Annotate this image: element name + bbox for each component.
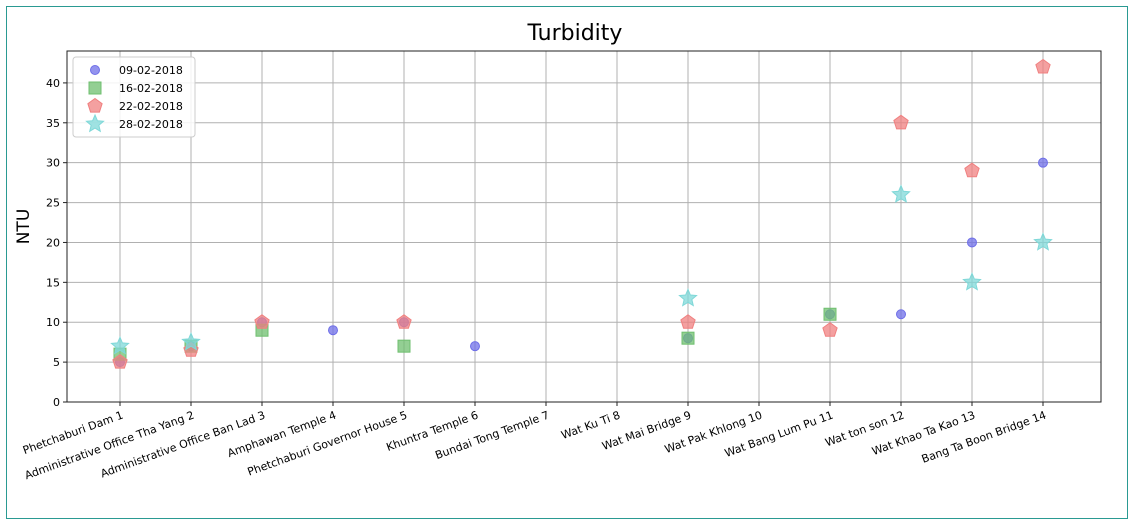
series-22-02-2018 (112, 58, 1051, 369)
legend-pentagon-marker (87, 97, 103, 113)
legend-label: 22-02-2018 (119, 100, 183, 113)
y-tick-label: 0 (53, 396, 60, 409)
legend-label: 28-02-2018 (119, 118, 183, 131)
pentagon-marker (1035, 58, 1051, 74)
legend-label: 09-02-2018 (119, 64, 183, 77)
series-28-02-2018 (110, 184, 1053, 355)
pentagon-marker (396, 314, 412, 329)
square-marker (397, 339, 411, 353)
data-points (110, 58, 1053, 369)
legend: 09-02-2018 16-02-2018 22-02-2018 28-02-2018 (72, 56, 196, 138)
square-marker (681, 331, 695, 345)
legend-square-marker (88, 81, 102, 95)
y-tick-label: 35 (46, 117, 60, 130)
square-marker (823, 307, 837, 321)
star-marker (962, 272, 982, 291)
grid-lines (67, 51, 1101, 403)
circle-marker (896, 309, 906, 320)
y-tick-label: 40 (46, 77, 60, 90)
legend-star-marker (85, 113, 105, 133)
y-tick-label: 20 (46, 236, 60, 249)
y-tick-label: 5 (53, 356, 60, 369)
turbidity-chart: Turbidity 0 5 10 15 20 25 30 35 40 Phetchaburi D… (14, 21, 1102, 482)
y-tick-label: 10 (46, 316, 60, 329)
y-tick-label: 15 (46, 276, 60, 289)
star-marker (891, 184, 911, 203)
star-marker (1033, 232, 1053, 251)
y-tick-label: 25 (46, 197, 60, 210)
star-marker (110, 335, 130, 355)
circle-marker (1038, 157, 1048, 168)
star-marker (181, 331, 201, 351)
y-axis-ticks: 0 5 10 15 20 25 30 35 40 (46, 77, 67, 409)
y-tick-label: 30 (46, 157, 60, 170)
pentagon-marker (893, 114, 909, 130)
pentagon-marker (112, 353, 128, 369)
x-tick-label: Bang Ta Boon Bridge 14 (920, 409, 1048, 466)
star-marker (678, 287, 698, 307)
legend-circle-marker (90, 65, 100, 75)
pentagon-marker (680, 314, 696, 329)
series-09-02-2018 (115, 157, 1048, 368)
circle-marker (967, 237, 977, 248)
pentagon-marker (964, 162, 980, 178)
legend-box (72, 56, 196, 138)
y-axis-label: NTU (14, 209, 34, 245)
pentagon-marker (254, 314, 270, 329)
legend-label: 16-02-2018 (119, 82, 183, 95)
plot-area (66, 50, 1102, 403)
circle-marker (470, 341, 480, 352)
pentagon-marker (822, 322, 838, 337)
chart-title: Turbidity (527, 21, 623, 46)
circle-marker (328, 325, 338, 336)
chart-frame: Turbidity 0 5 10 15 20 25 30 35 40 Phetchaburi D… (6, 6, 1128, 519)
